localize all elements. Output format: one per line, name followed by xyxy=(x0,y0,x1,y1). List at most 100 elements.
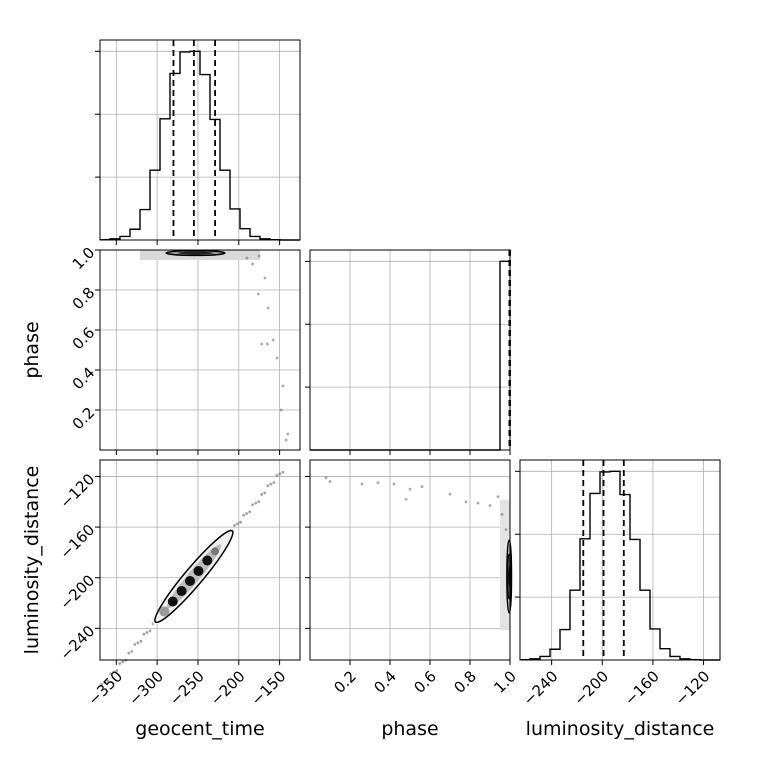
scatter-point xyxy=(245,256,249,260)
y-tick-label: 0.4 xyxy=(69,364,99,394)
scatter-point xyxy=(263,491,267,495)
x-axis-label-phase: phase xyxy=(381,718,438,740)
scatter-point xyxy=(328,480,332,483)
x-tick-label: 1.0 xyxy=(490,667,520,697)
scatter-point xyxy=(242,513,245,517)
scatter-point xyxy=(488,504,492,507)
x-tick-label: −350 xyxy=(84,667,126,709)
scatter-point xyxy=(279,408,283,412)
histogram-geocent_time xyxy=(100,50,300,241)
scatter-point xyxy=(254,501,258,505)
scatter-point xyxy=(464,500,468,504)
x-tick-label: −250 xyxy=(166,667,208,709)
scatter-point xyxy=(145,631,149,634)
y-tick-label: −200 xyxy=(57,571,99,613)
scatter-point xyxy=(251,262,255,266)
scatter-point xyxy=(476,501,480,505)
y-tick-label: 0.6 xyxy=(69,324,99,354)
y-tick-label: 0.2 xyxy=(69,404,99,434)
panel-background xyxy=(310,460,510,660)
x-tick-label: −240 xyxy=(520,667,562,709)
scatter-point xyxy=(260,342,264,346)
density-core xyxy=(176,586,187,597)
scatter-point xyxy=(130,650,134,653)
x-axis-label-geocent-time: geocent_time xyxy=(135,718,264,740)
x-tick-label: −200 xyxy=(207,667,249,709)
x-tick-label: 0.2 xyxy=(330,667,360,697)
scatter-point xyxy=(251,503,255,507)
x-tick-label: −300 xyxy=(125,667,167,709)
y-axis-label-luminosity-distance: luminosity_distance xyxy=(21,466,43,655)
scatter-point xyxy=(448,492,452,496)
x-tick-label: 0.4 xyxy=(370,667,400,697)
scatter-point xyxy=(360,482,364,486)
scatter-point xyxy=(272,481,276,484)
scatter-point xyxy=(233,524,236,527)
panel-frame xyxy=(99,39,301,241)
scatter-point xyxy=(115,669,119,672)
scatter-point xyxy=(408,487,412,491)
scatter-point xyxy=(109,672,113,676)
x-tick-label: −160 xyxy=(621,667,663,709)
scatter-point xyxy=(265,342,269,346)
scatter-point xyxy=(139,639,143,643)
scatter-point xyxy=(148,629,152,633)
y-tick-label: 0.8 xyxy=(69,284,99,314)
scatter-point xyxy=(121,660,125,664)
y-tick-label: −240 xyxy=(57,622,99,664)
scatter-point xyxy=(376,481,380,485)
scatter-point xyxy=(257,500,261,503)
scatter-point xyxy=(142,632,146,636)
scatter-point xyxy=(266,306,270,310)
scatter-point xyxy=(281,384,285,388)
panel-frame xyxy=(519,459,721,661)
density-core xyxy=(210,547,219,556)
scatter-point xyxy=(275,474,279,477)
scatter-point xyxy=(324,476,328,480)
panel-frame xyxy=(99,249,301,451)
panel-frame xyxy=(309,459,511,661)
scatter-point xyxy=(496,495,500,499)
scatter-point xyxy=(239,520,242,524)
density-core xyxy=(202,555,213,566)
scatter-point xyxy=(256,292,260,296)
scatter-point xyxy=(103,681,107,684)
density-core xyxy=(185,576,196,587)
y-tick-label: −120 xyxy=(57,470,99,512)
scatter-point xyxy=(136,641,140,645)
scatter-point xyxy=(269,482,273,486)
scatter-point xyxy=(236,522,239,526)
panel-frame xyxy=(309,249,511,451)
panel-background xyxy=(100,250,300,450)
scatter-point xyxy=(404,497,408,501)
scatter-point xyxy=(278,472,282,476)
scatter-point xyxy=(284,438,288,442)
contour-outer xyxy=(154,529,234,624)
scatter-point xyxy=(266,484,270,488)
panel-frame xyxy=(99,459,301,661)
scatter-point xyxy=(500,513,504,516)
x-tick-label: −150 xyxy=(248,667,290,709)
x-tick-label: −120 xyxy=(672,667,714,709)
scatter-point xyxy=(392,482,396,486)
data-layer xyxy=(100,40,720,686)
scatter-point xyxy=(271,338,275,342)
scatter-point xyxy=(127,651,131,655)
frame-layer xyxy=(99,39,721,661)
y-tick-label: 1.0 xyxy=(69,244,99,274)
scatter-point xyxy=(100,682,104,686)
scatter-point xyxy=(263,276,267,280)
scatter-point xyxy=(248,510,252,514)
scatter-point xyxy=(257,254,261,258)
y-tick-label: −160 xyxy=(57,521,99,563)
histogram-luminosity_distance xyxy=(520,470,720,661)
density-core xyxy=(177,251,214,255)
density-core xyxy=(167,596,178,607)
x-tick-label: 0.6 xyxy=(410,667,440,697)
x-axis-label-luminosity-distance: luminosity_distance xyxy=(526,718,715,740)
scatter-point xyxy=(286,432,290,436)
grid-layer xyxy=(100,40,720,660)
scatter-point xyxy=(245,512,249,515)
density-core xyxy=(193,565,204,576)
scatter-point xyxy=(118,662,122,665)
